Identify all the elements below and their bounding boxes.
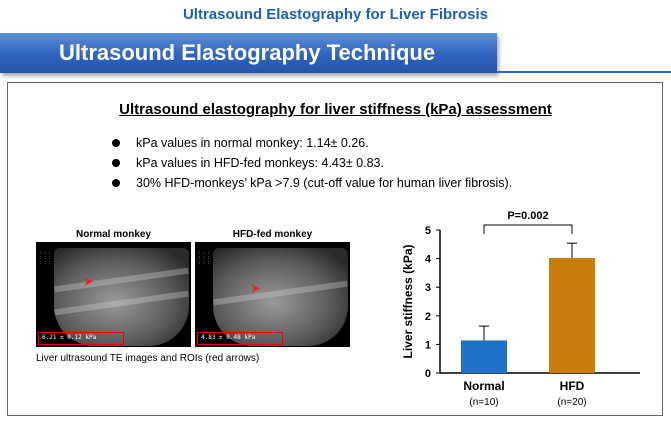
- bar-hfd: [549, 258, 595, 373]
- bullet-item: kPa values in normal monkey: 1.14± 0.26.: [112, 133, 512, 153]
- bullet-list: kPa values in normal monkey: 1.14± 0.26.…: [112, 133, 512, 193]
- y-tick-label: 3: [425, 282, 431, 294]
- ultrasound-scan-area: [54, 248, 189, 346]
- image-caption: Liver ultrasound TE images and ROIs (red…: [36, 353, 260, 364]
- hfd-ultrasound-image: : : : : : : : : : ➤ 4.83 ± 0.48 kPa: [195, 242, 350, 347]
- bullet-item: kPa values in HFD-fed monkeys: 4.43± 0.8…: [112, 153, 512, 173]
- y-tick-label: 0: [425, 368, 431, 380]
- hfd-image-label: HFD-fed monkey: [232, 229, 313, 240]
- bullet-icon: [112, 139, 120, 147]
- bullet-icon: [112, 179, 120, 187]
- bullet-item: 30% HFD-monkeys’ kPa >7.9 (cut-off value…: [112, 173, 512, 193]
- y-tick-label: 5: [425, 225, 431, 237]
- x-tick-label: HFD: [560, 379, 585, 393]
- sample-size-label: (n=20): [557, 397, 586, 408]
- ultrasound-scan-area: [213, 248, 348, 346]
- normal-ultrasound-image: : : : : : : : : : ➤ 6.21 ± 0.12 kPa: [36, 242, 191, 347]
- section-banner: Ultrasound Elastography Technique: [0, 33, 497, 73]
- bullet-text: kPa values in normal monkey: 1.14± 0.26.: [136, 136, 369, 150]
- roi-box: [197, 332, 283, 345]
- bullet-icon: [112, 159, 120, 167]
- y-axis-title: Liver stiffness (kPa): [401, 244, 415, 358]
- significance-bracket: [483, 224, 573, 234]
- banner-rule: [497, 71, 671, 73]
- top-title: Ultrasound Elastography for Liver Fibros…: [182, 6, 489, 23]
- y-tick-label: 1: [425, 339, 431, 351]
- roi-readout: 4.83 ± 0.48 kPa: [201, 334, 256, 341]
- content-panel: [7, 82, 663, 416]
- y-tick-label: 4: [425, 254, 432, 266]
- bullet-text: kPa values in HFD-fed monkeys: 4.43± 0.8…: [136, 156, 384, 170]
- sample-size-label: (n=10): [469, 397, 498, 408]
- roi-box: [38, 332, 124, 345]
- slide-subtitle: Ultrasound elastography for liver stiffn…: [119, 101, 552, 118]
- bar-normal: [461, 340, 507, 373]
- red-arrow-icon: ➤: [84, 276, 94, 288]
- x-tick-label: Normal: [463, 379, 504, 393]
- scanner-readout: : : : : : : : : :: [198, 250, 211, 265]
- y-tick-label: 2: [425, 311, 431, 323]
- roi-readout: 6.21 ± 0.12 kPa: [42, 334, 97, 341]
- p-value-annotation: P=0.002: [507, 210, 548, 222]
- bullet-text: 30% HFD-monkeys’ kPa >7.9 (cut-off value…: [136, 176, 513, 190]
- scanner-readout: : : : : : : : : :: [39, 250, 52, 265]
- normal-image-label: Normal monkey: [75, 229, 152, 240]
- banner-title: Ultrasound Elastography Technique: [59, 40, 436, 65]
- red-arrow-icon: ➤: [251, 283, 261, 295]
